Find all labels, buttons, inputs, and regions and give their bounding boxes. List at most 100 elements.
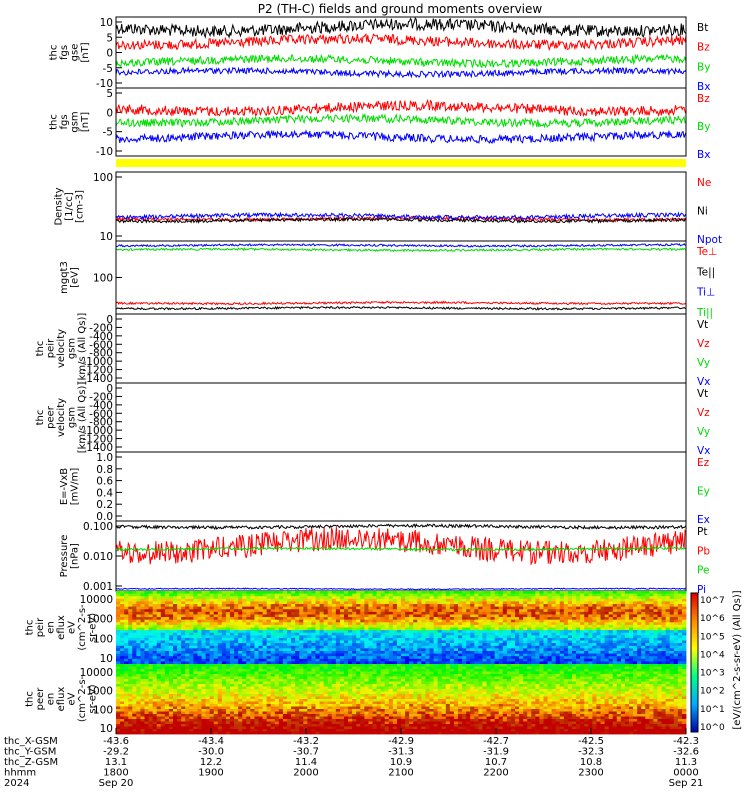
heatmap-cell <box>311 606 316 610</box>
heatmap-cell <box>580 676 585 680</box>
heatmap-cell <box>629 609 634 613</box>
heatmap-cell <box>291 614 296 618</box>
heatmap-cell <box>608 669 614 672</box>
heatmap-cell <box>185 650 190 654</box>
heatmap-cell <box>230 609 235 613</box>
heatmap-cell <box>608 596 614 600</box>
heatmap-cell <box>401 622 406 626</box>
heatmap-cell <box>478 664 483 667</box>
heatmap-cell <box>482 630 487 634</box>
heatmap-cell <box>258 624 263 628</box>
heatmap-cell <box>250 609 255 613</box>
heatmap-cell <box>278 674 284 677</box>
heatmap-cell <box>494 643 500 647</box>
heatmap-cell <box>645 661 650 665</box>
heatmap-cell <box>604 648 610 652</box>
heatmap-cell <box>213 601 219 605</box>
heatmap-cell <box>282 643 288 647</box>
heatmap-cell <box>535 640 540 644</box>
heatmap-cell <box>417 609 422 613</box>
heatmap-cell <box>388 635 394 639</box>
heatmap-cell <box>213 591 219 595</box>
heatmap-cell <box>482 676 487 680</box>
heatmap-cell <box>148 664 154 667</box>
heatmap-cell <box>515 643 520 647</box>
heatmap-cell <box>669 674 675 677</box>
heatmap-cell <box>624 664 630 667</box>
heatmap-cell <box>506 630 512 634</box>
heatmap-cell <box>547 627 553 631</box>
heatmap-cell <box>360 640 365 644</box>
heatmap-cell <box>572 611 577 615</box>
heatmap-cell <box>478 671 483 675</box>
heatmap-cell <box>339 619 345 623</box>
heatmap-cell <box>116 635 121 639</box>
heatmap-cell <box>173 591 178 595</box>
heatmap-cell <box>376 666 382 670</box>
heatmap-cell <box>425 656 430 660</box>
heatmap-cell <box>266 604 272 608</box>
heatmap-cell <box>523 658 528 662</box>
heatmap-cell <box>124 630 129 634</box>
heatmap-cell <box>136 596 141 600</box>
heatmap-cell <box>124 606 129 610</box>
heatmap-cell <box>234 658 239 662</box>
heatmap-cell <box>649 664 654 667</box>
heatmap-cell <box>152 664 158 667</box>
heatmap-cell <box>344 627 349 631</box>
heatmap-cell <box>641 622 646 626</box>
heatmap-cell <box>368 656 373 660</box>
heatmap-cell <box>246 674 251 677</box>
heatmap-cell <box>629 674 634 677</box>
heatmap-cell <box>201 676 206 680</box>
heatmap-cell <box>376 593 382 597</box>
heatmap-cell <box>360 645 365 649</box>
heatmap-cell <box>596 632 601 636</box>
heatmap-cell <box>242 593 247 597</box>
heatmap-cell <box>376 598 382 602</box>
heatmap-cell <box>596 611 601 615</box>
heatmap-cell <box>657 635 662 639</box>
heatmap-cell <box>266 671 272 675</box>
heatmap-cell <box>177 637 182 641</box>
heatmap-cell <box>384 624 390 628</box>
legend-Bx: Bx <box>697 149 710 161</box>
heatmap-cell <box>250 664 255 667</box>
heatmap-cell <box>319 630 325 634</box>
heatmap-cell <box>604 611 610 615</box>
heatmap-cell <box>368 630 373 634</box>
heatmap-cell <box>458 624 463 628</box>
heatmap-cell <box>356 650 361 654</box>
heatmap-cell <box>303 611 308 615</box>
heatmap-cell <box>405 669 410 672</box>
heatmap-cell <box>217 619 223 623</box>
heatmap-cell <box>303 671 308 675</box>
heatmap-cell <box>189 645 194 649</box>
heatmap-cell <box>523 664 528 667</box>
ylabel-line: en <box>46 693 57 706</box>
heatmap-cell <box>372 632 377 636</box>
heatmap-cell <box>669 622 675 626</box>
heatmap-cell <box>531 664 536 667</box>
heatmap-cell <box>254 609 259 613</box>
heatmap-cell <box>156 653 162 657</box>
heatmap-cell <box>555 611 561 615</box>
heatmap-cell <box>645 622 650 626</box>
heatmap-cell <box>612 645 618 649</box>
heatmap-cell <box>225 604 231 608</box>
heatmap-cell <box>506 635 512 639</box>
heatmap-cell <box>392 601 398 605</box>
heatmap-cell <box>331 661 337 665</box>
heatmap-cell <box>620 611 626 615</box>
heatmap-cell <box>311 676 316 680</box>
heatmap-cell <box>515 630 520 634</box>
heatmap-cell <box>535 632 540 636</box>
heatmap-cell <box>539 666 544 670</box>
heatmap-cell <box>637 622 642 626</box>
heatmap-cell <box>360 656 365 660</box>
heatmap-cell <box>246 650 251 654</box>
heatmap-cell <box>604 606 610 610</box>
heatmap-cell <box>156 617 162 621</box>
heatmap-cell <box>596 648 601 652</box>
heatmap-cell <box>177 604 182 608</box>
